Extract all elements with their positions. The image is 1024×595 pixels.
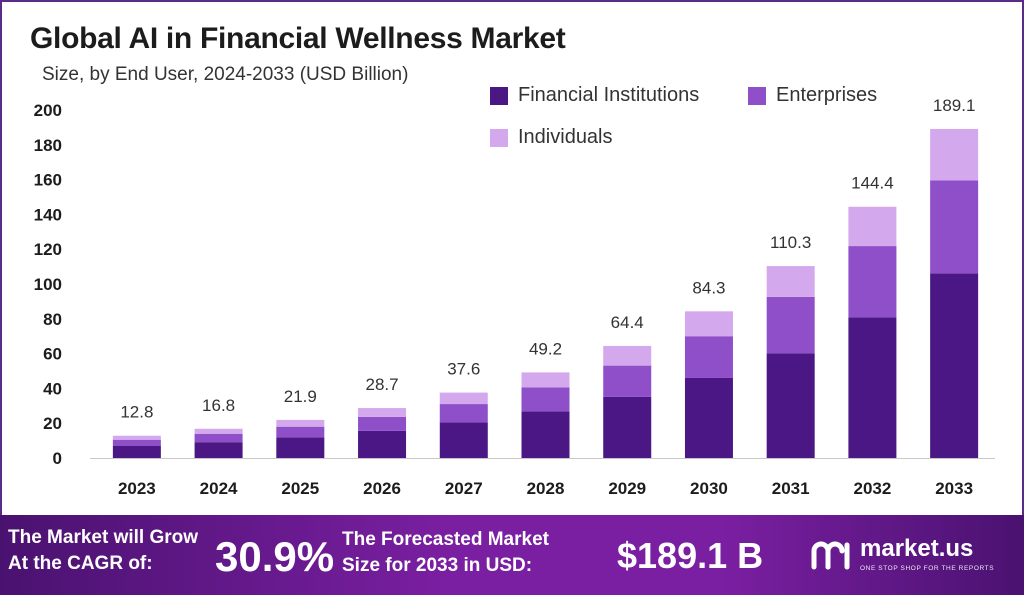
cagr-caption-line2: At the CAGR of:	[8, 553, 153, 574]
bar-segment	[358, 408, 407, 417]
bar-total-label: 28.7	[365, 375, 398, 394]
x-tick-label: 2024	[200, 479, 238, 498]
bar-segment	[930, 180, 979, 274]
brand-tagline: ONE STOP SHOP FOR THE REPORTS	[860, 565, 995, 572]
x-tick-label: 2026	[363, 479, 401, 498]
bar-total-label: 110.3	[770, 233, 811, 252]
chart-plot: 0 20 40 60 80 100 120 140 160 180 200 12.8 2023 16.8 2…	[34, 96, 995, 498]
y-tick-label: 120	[34, 240, 62, 259]
y-tick-label: 180	[34, 136, 62, 155]
y-tick-label: 140	[34, 205, 62, 224]
bar-segment	[276, 437, 325, 458]
y-tick-label: 20	[43, 414, 62, 433]
bar-segment	[112, 435, 161, 440]
legend-label-individuals: Individuals	[518, 126, 613, 148]
bar-segment	[194, 433, 243, 443]
bar-segment	[276, 419, 325, 427]
x-tick-label: 2027	[445, 479, 483, 498]
bar-total-label: 21.9	[284, 387, 317, 406]
bar-segment	[848, 317, 897, 458]
bar-total-label: 144.4	[851, 174, 894, 193]
cagr-caption: The Market will Grow At the CAGR of:	[8, 525, 248, 577]
bar-segment	[766, 353, 815, 458]
x-tick-label: 2029	[608, 479, 646, 498]
y-tick-label: 200	[34, 101, 62, 120]
x-tick-label: 2023	[118, 479, 156, 498]
y-tick-label: 100	[34, 275, 62, 294]
bar-segment	[521, 387, 570, 412]
legend-item-financial-institutions: Financial Institutions	[490, 84, 699, 107]
bar-segment	[930, 273, 979, 458]
y-tick-label: 80	[43, 310, 62, 329]
bar-segment	[521, 411, 570, 458]
bar-total-label: 84.3	[692, 278, 725, 297]
bar-segment	[521, 372, 570, 388]
chart-legend: Financial Institutions Enterprises Indiv…	[490, 84, 910, 164]
bar-segment	[112, 445, 161, 458]
bar-total-label: 37.6	[447, 360, 480, 379]
chart-title: Global AI in Financial Wellness Market	[30, 22, 566, 55]
bar-segment	[603, 365, 652, 397]
legend-item-enterprises: Enterprises	[748, 84, 877, 107]
bar-segment	[194, 442, 243, 458]
x-tick-label: 2033	[935, 479, 973, 498]
legend-swatch-enterprises	[748, 86, 766, 105]
bar-segment	[358, 416, 407, 431]
forecast-caption-line2: Size for 2033 in USD:	[342, 555, 533, 576]
chart-subtitle: Size, by End User, 2024-2033 (USD Billio…	[42, 64, 409, 85]
y-tick-label: 40	[43, 379, 62, 398]
legend-label-financial-institutions: Financial Institutions	[518, 84, 700, 106]
bar-segment	[439, 422, 488, 458]
bar-segment	[766, 266, 815, 297]
x-tick-label: 2028	[527, 479, 565, 498]
bar-segment	[684, 377, 733, 458]
forecast-caption-line1: The Forecasted Market	[342, 529, 549, 550]
forecast-value: $189.1 B	[617, 535, 764, 576]
y-tick-label: 60	[43, 345, 62, 364]
cagr-caption-line1: The Market will Grow	[8, 527, 199, 548]
market-us-logo-icon	[811, 541, 850, 570]
bar-segment	[848, 206, 897, 247]
legend-item-individuals: Individuals	[490, 126, 613, 149]
bar-segment	[766, 296, 815, 354]
bar-segment	[684, 336, 733, 378]
x-tick-label: 2025	[281, 479, 319, 498]
bar-segment	[112, 439, 161, 446]
brand-name: market.us	[860, 535, 974, 562]
bar-total-label: 49.2	[529, 339, 562, 358]
x-tick-label: 2032	[853, 479, 891, 498]
bar-segment	[439, 392, 488, 405]
bar-total-label: 64.4	[611, 313, 644, 332]
legend-swatch-financial-institutions	[490, 86, 508, 105]
legend-label-enterprises: Enterprises	[776, 84, 878, 106]
bar-total-label: 12.8	[120, 403, 153, 422]
y-tick-label: 0	[53, 449, 62, 468]
x-tick-label: 2030	[690, 479, 728, 498]
bar-segment	[930, 128, 979, 181]
forecast-caption: The Forecasted Market Size for 2033 in U…	[342, 527, 602, 579]
legend-swatch-individuals	[490, 128, 508, 147]
bar-segment	[684, 311, 733, 337]
bar-segment	[603, 345, 652, 366]
bar-total-label: 189.1	[933, 96, 976, 115]
bar-segment	[276, 426, 325, 438]
bar-segment	[603, 396, 652, 458]
x-tick-label: 2031	[772, 479, 810, 498]
y-tick-label: 160	[34, 171, 62, 190]
brand-logo: market.us ONE STOP SHOP FOR THE REPORTS	[810, 533, 1010, 583]
bar-segment	[358, 430, 407, 458]
bar-segment	[194, 428, 243, 434]
bar-total-label: 16.8	[202, 396, 235, 415]
cagr-value: 30.9%	[215, 533, 335, 580]
bar-segment	[439, 404, 488, 423]
bar-segment	[848, 246, 897, 318]
footer-banner: The Market will Grow At the CAGR of: 30.…	[0, 515, 1024, 595]
